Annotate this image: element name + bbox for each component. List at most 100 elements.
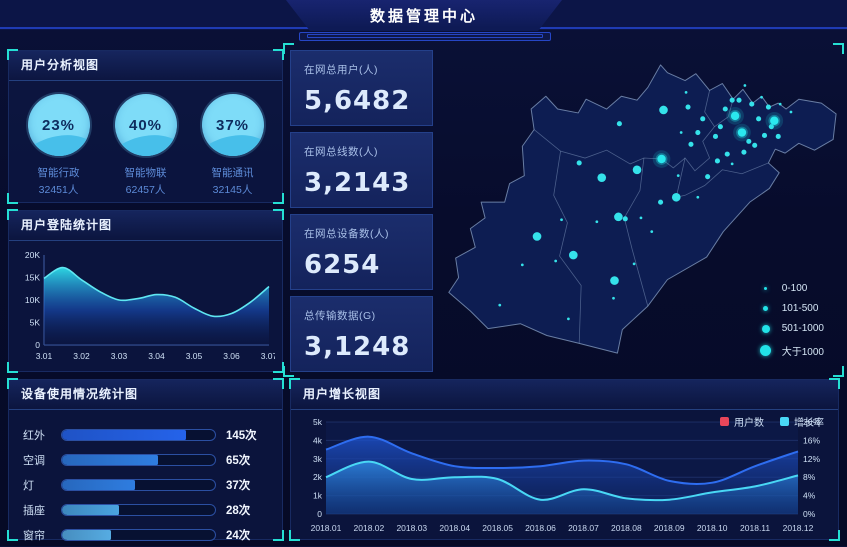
map-legend-item[interactable]: 101-500 xyxy=(760,303,824,314)
map-point[interactable] xyxy=(658,199,664,205)
device-bar-track[interactable] xyxy=(61,453,216,466)
map-point[interactable] xyxy=(679,131,683,134)
gauge-row: 23% 智能行政 32451人 40% 智能物联 62457人 37% 智能通讯 32145人 xyxy=(9,81,282,197)
map-point[interactable] xyxy=(729,97,735,103)
gauge-bubble[interactable]: 23% xyxy=(27,94,90,156)
map-point[interactable] xyxy=(650,230,654,233)
map-point[interactable] xyxy=(597,173,607,182)
map-legend-item[interactable]: 大于1000 xyxy=(760,343,824,358)
map-point[interactable] xyxy=(724,151,730,157)
map-point[interactable] xyxy=(520,263,524,267)
map-point[interactable] xyxy=(789,110,793,114)
map-point[interactable] xyxy=(560,218,563,222)
growth-y-right-tick: 16% xyxy=(803,435,820,445)
map-point[interactable] xyxy=(685,104,691,110)
map-point[interactable] xyxy=(616,121,622,127)
map-point[interactable] xyxy=(659,105,668,115)
growth-x-tick: 2018.10 xyxy=(697,523,728,533)
map-point[interactable] xyxy=(532,232,542,241)
map-legend: 0-100 101-500 501-1000 大于1000 xyxy=(760,283,824,358)
device-bar-track[interactable] xyxy=(61,478,216,491)
map-point[interactable] xyxy=(632,165,642,175)
map-point[interactable] xyxy=(722,106,728,112)
region-map[interactable] xyxy=(438,46,840,374)
device-bar-fill xyxy=(62,454,159,465)
map-point[interactable] xyxy=(622,216,628,222)
gauge-bubble[interactable]: 37% xyxy=(201,94,264,156)
growth-y-right-tick: 0% xyxy=(803,509,816,519)
map-point[interactable] xyxy=(756,116,762,122)
map-point[interactable] xyxy=(712,133,719,140)
panel-device-usage-title: 设备使用情况统计图 xyxy=(9,380,282,410)
map-point[interactable] xyxy=(671,192,681,202)
map-point[interactable] xyxy=(775,133,781,140)
map-point[interactable] xyxy=(696,195,700,199)
map-point[interactable] xyxy=(632,262,636,266)
growth-y-left-tick: 2k xyxy=(313,472,323,482)
growth-x-tick: 2018.03 xyxy=(396,523,427,533)
map-point[interactable] xyxy=(695,129,701,136)
login-x-tick: 3.07 xyxy=(261,351,275,361)
map-point[interactable] xyxy=(576,160,582,166)
map-point[interactable] xyxy=(639,216,643,220)
map-point[interactable] xyxy=(612,296,615,300)
device-bar-value: 65次 xyxy=(226,454,251,467)
growth-x-tick: 2018.05 xyxy=(482,523,513,533)
map-point[interactable] xyxy=(688,141,694,147)
map-point[interactable] xyxy=(765,104,771,110)
gauge-item: 37% 智能通讯 32145人 xyxy=(193,94,273,197)
device-bar-label: 灯 xyxy=(23,479,34,492)
map-point[interactable] xyxy=(595,220,599,224)
growth-rate-area xyxy=(326,461,798,514)
login-y-tick: 10K xyxy=(25,295,40,305)
gauge-item: 23% 智能行政 32451人 xyxy=(19,94,99,197)
map-point[interactable] xyxy=(743,84,747,87)
map-point[interactable] xyxy=(714,158,720,164)
map-point[interactable] xyxy=(676,174,680,178)
gauge-bubble[interactable]: 40% xyxy=(114,94,177,156)
growth-legend-item[interactable]: 用户数 xyxy=(720,414,764,429)
map-legend-item[interactable]: 0-100 xyxy=(760,283,824,294)
map-point[interactable] xyxy=(749,101,755,107)
map-point[interactable] xyxy=(760,95,763,99)
gauge-count: 62457人 xyxy=(125,184,166,196)
growth-area-chart[interactable]: 0 0% 1k 4% 2k 8% 3k 12% 4k 16% 5k 20% 2018.01 2018.02… xyxy=(296,414,833,540)
map-point[interactable] xyxy=(610,276,619,285)
map-point[interactable] xyxy=(700,116,706,122)
map-point[interactable] xyxy=(761,132,768,139)
device-bar-value: 28次 xyxy=(226,504,251,517)
map-point[interactable] xyxy=(770,116,779,125)
login-area-chart[interactable]: 0 5K 10K 15K 20K 3.01 3.02 3.03 3.04 3.05 3.06 3.07 xyxy=(16,245,278,371)
growth-legend-swatch xyxy=(780,417,789,426)
map-point[interactable] xyxy=(684,90,688,94)
map-point[interactable] xyxy=(705,174,711,180)
device-bar-track[interactable] xyxy=(61,503,216,516)
login-x-tick: 3.05 xyxy=(186,351,203,361)
map-point[interactable] xyxy=(554,259,558,263)
map-point[interactable] xyxy=(736,97,742,103)
map-point[interactable] xyxy=(567,317,570,321)
map-point[interactable] xyxy=(717,124,723,130)
growth-legend-item[interactable]: 增长率 xyxy=(780,414,824,429)
map-point[interactable] xyxy=(752,142,758,148)
map-point[interactable] xyxy=(778,102,782,106)
map-legend-item[interactable]: 501-1000 xyxy=(760,323,824,334)
map-point[interactable] xyxy=(737,128,747,137)
growth-x-tick: 2018.06 xyxy=(525,523,556,533)
map-point[interactable] xyxy=(746,138,752,144)
map-point[interactable] xyxy=(730,111,740,121)
map-point[interactable] xyxy=(614,212,623,222)
stat-card: 在网总设备数(人) 6254 xyxy=(290,214,433,290)
map-point[interactable] xyxy=(730,162,734,166)
map-point[interactable] xyxy=(741,149,747,155)
gauge-percent: 37% xyxy=(215,116,250,134)
stat-card: 总传输数据(G) 3,1248 xyxy=(290,296,433,372)
login-x-tick: 3.01 xyxy=(36,351,53,361)
device-bar-track[interactable] xyxy=(61,528,216,541)
map-point[interactable] xyxy=(657,154,666,164)
device-bar-track[interactable] xyxy=(61,428,216,441)
map-point[interactable] xyxy=(568,250,578,260)
map-point[interactable] xyxy=(498,303,502,307)
map-point[interactable] xyxy=(768,124,774,130)
panel-user-growth: 用户增长视图 用户数 增长率 0 0% 1k 4% 2k 8% 3k 12% 4k 16% 5k 20%… xyxy=(289,378,840,541)
